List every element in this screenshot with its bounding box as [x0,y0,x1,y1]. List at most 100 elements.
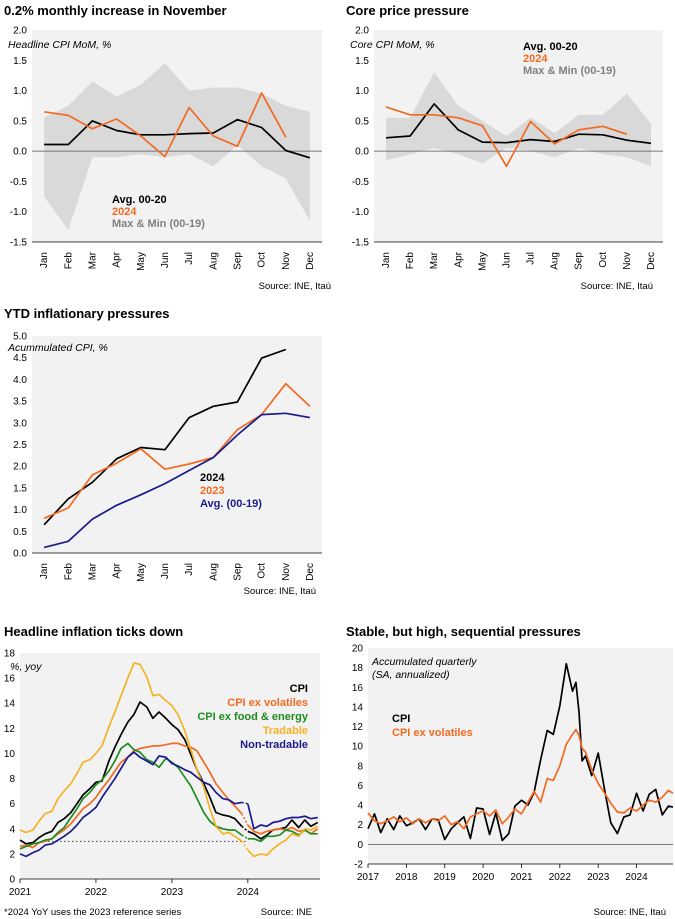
series-line [367,662,674,842]
series-line [19,751,242,858]
chart-subtitle: (SA, annualized) [372,669,450,681]
y-tick-label: 4.5 [13,353,27,364]
y-tick-label: 4.0 [13,375,27,386]
x-tick-label: Dec [305,252,316,270]
y-tick-label: -1.0 [10,207,28,218]
x-tick-label: Dec [646,252,657,270]
y-tick-label: 3.0 [13,418,27,429]
x-tick-label: 2018 [395,872,418,883]
legend-label: Non-tradable [240,739,308,751]
x-tick-label: Feb [63,563,74,581]
chart-subtitle: Acummulated CPI, % [7,342,108,354]
x-tick-label: Feb [63,252,74,270]
x-tick-label: Aug [550,252,561,270]
x-tick-label: Oct [257,563,268,579]
x-tick-label: 2019 [434,872,457,883]
y-tick-label: 1.5 [355,56,369,67]
chart-canvas: 0 2 4 6 8 10 12 14 16 18 2021 2022 2023 2024 %, yoy CPI… [4,649,320,918]
source-note: Source: INE, Itaú [244,586,316,597]
legend-label: 2024 [200,472,225,484]
source-note: Source: INE [261,907,312,918]
source-note: Source: INE, Itaú [259,281,331,292]
chart-canvas: -1.5 -1.0 -0.5 0.0 0.5 1.0 1.5 2.0 Jan Feb Mar Apr M… [350,26,663,292]
y-tick-label: 0.5 [13,116,27,127]
x-tick-label: May [136,563,147,582]
series-break [241,801,248,805]
x-tick-label: Jul [184,252,195,265]
y-tick-label: 4 [9,824,15,835]
x-tick-label: Apr [112,562,123,578]
x-tick-label: 2023 [161,887,184,898]
legend-label: Avg. (00-19) [200,498,262,510]
series-line [19,742,243,850]
y-tick-label: 20 [352,644,364,655]
x-tick-label: May [477,252,488,271]
x-tick-label: Jul [184,563,195,576]
legend-label: CPI ex food & energy [197,711,309,723]
x-tick-label: Jun [160,563,171,579]
legend-label: 2023 [200,485,224,497]
x-tick-label: Oct [598,252,609,268]
y-tick-label: 12 [352,722,364,733]
chart-sequential-pressures: Stable, but high, sequential pressures -… [342,621,675,919]
series-line [247,819,319,840]
x-tick-label: Jul [526,252,537,265]
x-tick-label: Aug [208,563,219,581]
chart-core-mom: Core price pressure -1.5 -1.0 -0.5 0.0 0.5 1.… [342,0,675,300]
series-line [43,412,311,549]
series-break [241,825,249,832]
x-tick-label: Sep [232,252,243,270]
y-tick-label: 1.0 [355,86,369,97]
x-tick-label: 2022 [85,887,108,898]
y-tick-label: -2 [354,860,363,871]
legend-label: Max & Min (00-19) [112,218,205,230]
chart-subtitle: Accumulated quarterly [371,656,477,668]
y-tick-label: 16 [352,683,364,694]
chart-headline-mom: 0.2% monthly increase in November -1.5 -1… [0,0,337,300]
chart-title: YTD inflationary pressures [4,306,170,321]
x-tick-label: Aug [208,252,219,270]
y-tick-label: 2.0 [13,26,27,37]
chart-ytd-cpi: YTD inflationary pressures 0.0 0.5 1.0 1.5 2… [0,303,337,603]
series-line [19,701,243,845]
band-area [44,63,310,230]
x-tick-label: Nov [281,563,292,581]
x-tick-label: Jan [39,252,50,268]
band-area [386,72,651,167]
x-tick-label: 2021 [510,872,533,883]
y-tick-label: 1.0 [13,505,27,516]
chart-subtitle: Headline CPI MoM, % [8,39,111,51]
legend-label: Avg. 00-20 [112,194,167,206]
x-tick-label: Mar [87,251,98,269]
legend-label: CPI [290,683,308,695]
y-tick-label: -0.5 [352,177,370,188]
chart-title: Headline inflation ticks down [4,624,184,639]
chart-canvas: -1.5 -1.0 -0.5 0.0 0.5 1.0 1.5 2.0 Jan Feb Mar Apr M… [8,26,331,293]
series-line [43,348,287,526]
x-tick-label: Apr [112,251,123,267]
y-tick-label: 12 [4,724,16,735]
y-tick-label: 18 [352,663,364,674]
x-tick-label: May [136,252,147,271]
legend-label: 2024 [523,53,548,65]
series-line [385,103,652,145]
y-tick-label: 6 [357,781,363,792]
x-tick-label: Dec [305,563,316,581]
chart-canvas: 0.0 0.5 1.0 1.5 2.0 2.5 3.0 3.5 4.0 4.5 5.0 Jan Feb M… [7,332,322,597]
legend-label: CPI ex volatiles [392,727,473,739]
y-tick-label: 5.0 [13,332,27,343]
series-line [19,662,243,842]
chart-headline-yoy: Headline inflation ticks down 0 2 4 6 8 10 12 1… [0,621,337,919]
x-tick-label: Feb [405,252,416,270]
chart-title: Core price pressure [346,3,469,18]
y-tick-label: 0.5 [355,116,369,127]
legend-label: Avg. 00-20 [523,41,578,53]
y-tick-label: 2 [9,849,15,860]
y-tick-label: 14 [4,699,16,710]
plot-area [32,336,322,553]
x-tick-label: Sep [574,252,585,270]
x-tick-label: Apr [453,251,464,267]
y-tick-label: -1.0 [352,207,370,218]
chart-canvas: -2 0 2 4 6 8 10 12 14 16 18 20 2017 2018 2019 2020 2021 2… [352,644,674,918]
y-tick-label: 2.0 [13,462,27,473]
